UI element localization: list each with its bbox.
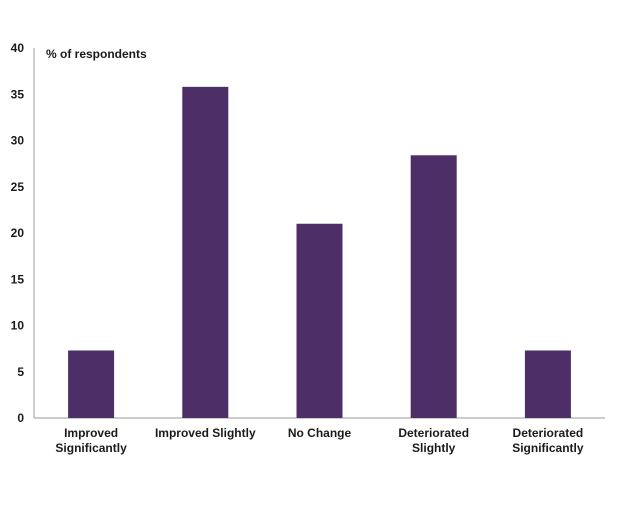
- bar: [524, 350, 571, 418]
- y-tick-label: 40: [11, 41, 25, 55]
- category-label-line: No Change: [288, 426, 352, 440]
- category-label: Improved Slightly: [155, 426, 256, 440]
- category-label: Deteriorated Slightly: [398, 426, 469, 455]
- y-tick-label: 35: [11, 87, 25, 101]
- y-tick-label: 0: [17, 411, 24, 425]
- category-label-line: Significantly: [55, 441, 127, 455]
- category-label-line: Significantly: [512, 441, 584, 455]
- category-label-line: Deteriorated: [398, 426, 469, 440]
- category-label: Deteriorated Significantly: [512, 426, 584, 455]
- y-unit-label: % of respondents: [46, 47, 147, 61]
- category-label: No Change: [288, 426, 352, 440]
- category-label: Improved Significantly: [55, 426, 127, 455]
- bar: [296, 223, 343, 418]
- bar: [182, 86, 229, 418]
- y-tick-label: 25: [11, 180, 25, 194]
- bar: [68, 350, 115, 418]
- y-tick-label: 30: [11, 134, 25, 148]
- category-label-line: Improved: [64, 426, 118, 440]
- y-tick-labels: 0 5 10 15 20 25 30 35 40: [11, 41, 25, 425]
- category-label-line: Improved Slightly: [155, 426, 256, 440]
- category-label-line: Deteriorated: [513, 426, 584, 440]
- y-tick-label: 20: [11, 226, 25, 240]
- bar: [410, 155, 457, 419]
- y-tick-label: 10: [11, 319, 25, 333]
- y-tick-label: 5: [17, 365, 24, 379]
- category-label-line: Slightly: [412, 441, 456, 455]
- y-tick-label: 15: [11, 272, 25, 286]
- bars: [68, 86, 571, 419]
